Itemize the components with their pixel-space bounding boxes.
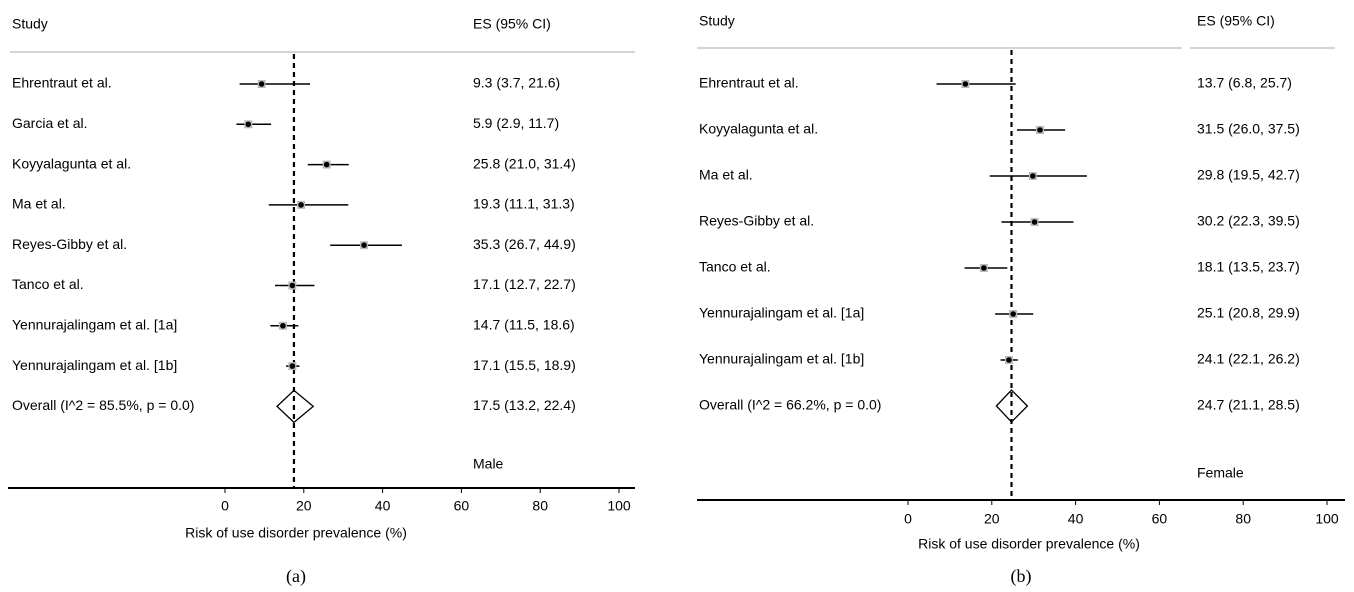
es-label: 24.7 (21.1, 28.5) — [1197, 397, 1300, 413]
x-tick-label: 80 — [532, 498, 548, 514]
study-name: Reyes-Gibby et al. — [699, 213, 814, 229]
study-name: Ma et al. — [12, 196, 66, 212]
es-label: 30.2 (22.3, 39.5) — [1197, 213, 1300, 229]
es-label: 5.9 (2.9, 11.7) — [473, 115, 559, 131]
x-tick-label: 0 — [221, 498, 229, 514]
study-name: Yennurajalingam et al. [1b] — [12, 357, 177, 373]
x-axis-label: Risk of use disorder prevalence (%) — [918, 536, 1140, 552]
x-tick-label: 60 — [1152, 511, 1168, 527]
point-estimate — [245, 121, 252, 128]
study-name: Koyyalagunta et al. — [12, 155, 131, 171]
x-axis-label: Risk of use disorder prevalence (%) — [185, 525, 407, 541]
column-header: Study — [12, 16, 48, 32]
es-label: 29.8 (19.5, 42.7) — [1197, 167, 1300, 183]
study-name: Ehrentraut et al. — [699, 75, 799, 91]
x-tick-label: 100 — [607, 498, 631, 514]
point-estimate — [323, 161, 330, 168]
es-label: 17.5 (13.2, 22.4) — [473, 397, 576, 413]
point-estimate — [1010, 311, 1016, 317]
study-name: Overall (I^2 = 85.5%, p = 0.0) — [12, 397, 194, 413]
es-label: 18.1 (13.5, 23.7) — [1197, 259, 1300, 275]
study-name: Yennurajalingam et al. [1a] — [12, 317, 177, 333]
point-estimate — [1030, 173, 1036, 179]
point-estimate — [289, 282, 296, 289]
es-label: 19.3 (11.1, 31.3) — [473, 196, 575, 212]
subgroup-label: Male — [473, 456, 504, 472]
column-header: ES (95% CI) — [473, 16, 551, 32]
point-estimate — [289, 363, 296, 369]
study-name: Ma et al. — [699, 167, 753, 183]
study-name: Ehrentraut et al. — [12, 75, 112, 91]
es-label: 17.1 (12.7, 22.7) — [473, 276, 576, 292]
point-estimate — [1031, 219, 1038, 225]
point-estimate — [981, 265, 987, 271]
point-estimate — [280, 323, 286, 329]
overall-diamond — [995, 389, 1029, 423]
study-name: Koyyalagunta et al. — [699, 121, 818, 137]
x-tick-label: 0 — [904, 511, 912, 527]
x-tick-label: 100 — [1315, 511, 1339, 527]
es-label: 25.1 (20.8, 29.9) — [1197, 305, 1300, 321]
panel-caption: (b) — [1011, 566, 1032, 587]
es-label: 13.7 (6.8, 25.7) — [1197, 75, 1292, 91]
x-tick-label: 80 — [1235, 511, 1251, 527]
study-name: Yennurajalingam et al. [1a] — [699, 305, 864, 321]
point-estimate — [361, 242, 367, 248]
es-label: 17.1 (15.5, 18.9) — [473, 357, 576, 373]
es-label: 35.3 (26.7, 44.9) — [473, 236, 576, 252]
es-label: 14.7 (11.5, 18.6) — [473, 317, 575, 333]
study-name: Overall (I^2 = 66.2%, p = 0.0) — [699, 397, 881, 413]
column-header: ES (95% CI) — [1197, 13, 1275, 29]
x-tick-label: 60 — [454, 498, 470, 514]
study-name: Tanco et al. — [699, 259, 771, 275]
point-estimate — [258, 81, 265, 87]
point-estimate — [298, 202, 304, 208]
es-label: 24.1 (22.1, 26.2) — [1197, 351, 1300, 367]
panel-caption: (a) — [286, 566, 306, 587]
study-name: Garcia et al. — [12, 115, 87, 131]
es-label: 25.8 (21.0, 31.4) — [473, 155, 576, 171]
x-tick-label: 20 — [296, 498, 312, 514]
study-name: Tanco et al. — [12, 276, 84, 292]
study-name: Yennurajalingam et al. [1b] — [699, 351, 864, 367]
subgroup-label: Female — [1197, 465, 1244, 481]
point-estimate — [962, 81, 969, 87]
study-name: Reyes-Gibby et al. — [12, 236, 127, 252]
column-header: Study — [699, 13, 735, 29]
point-estimate — [1037, 127, 1043, 133]
x-tick-label: 40 — [375, 498, 391, 514]
es-label: 9.3 (3.7, 21.6) — [473, 75, 560, 91]
x-tick-label: 20 — [984, 511, 1000, 527]
x-tick-label: 40 — [1068, 511, 1084, 527]
es-label: 31.5 (26.0, 37.5) — [1197, 121, 1300, 137]
point-estimate — [1006, 357, 1012, 363]
overall-diamond — [276, 389, 315, 424]
